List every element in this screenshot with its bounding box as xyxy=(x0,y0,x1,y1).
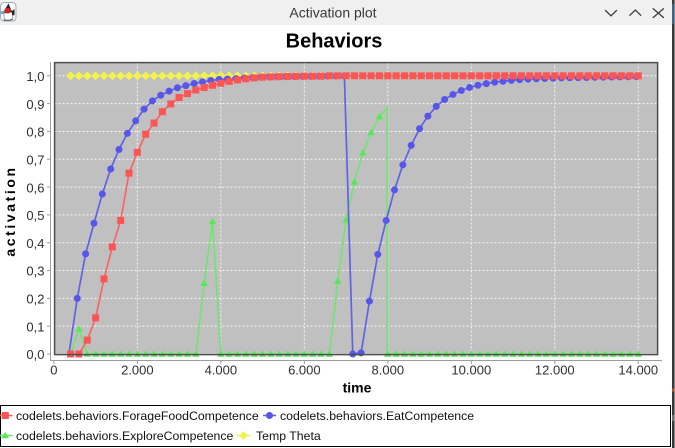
svg-text:time: time xyxy=(343,380,372,396)
svg-text:codelets.behaviors.ForageFoodC: codelets.behaviors.ForageFoodCompetence xyxy=(16,409,259,423)
svg-text:0,1: 0,1 xyxy=(26,319,44,334)
svg-text:0,3: 0,3 xyxy=(26,264,44,279)
svg-text:activation: activation xyxy=(2,165,18,256)
svg-text:codelets.behaviors.ExploreComp: codelets.behaviors.ExploreCompetence xyxy=(16,429,234,443)
svg-text:Temp Theta: Temp Theta xyxy=(256,429,321,443)
svg-text:10.000: 10.000 xyxy=(451,362,491,377)
svg-text:codelets.behaviors.EatCompeten: codelets.behaviors.EatCompetence xyxy=(280,409,474,423)
svg-text:0,2: 0,2 xyxy=(26,292,44,307)
svg-text:14.000: 14.000 xyxy=(618,362,658,377)
svg-text:0,5: 0,5 xyxy=(26,208,44,223)
svg-text:12.000: 12.000 xyxy=(535,362,575,377)
svg-text:0,4: 0,4 xyxy=(26,236,44,251)
svg-text:Behaviors: Behaviors xyxy=(286,31,383,53)
svg-text:Activation plot: Activation plot xyxy=(289,5,376,21)
svg-text:0,0: 0,0 xyxy=(26,347,44,362)
svg-text:1,0: 1,0 xyxy=(26,69,44,84)
svg-text:6.000: 6.000 xyxy=(288,362,321,377)
svg-text:0,8: 0,8 xyxy=(26,125,44,140)
svg-text:0,7: 0,7 xyxy=(26,152,44,167)
svg-text:0,9: 0,9 xyxy=(26,97,44,112)
svg-text:2.000: 2.000 xyxy=(121,362,154,377)
svg-text:8.000: 8.000 xyxy=(372,362,405,377)
svg-text:0,6: 0,6 xyxy=(26,180,44,195)
svg-text:0: 0 xyxy=(50,362,57,377)
svg-text:4.000: 4.000 xyxy=(205,362,238,377)
